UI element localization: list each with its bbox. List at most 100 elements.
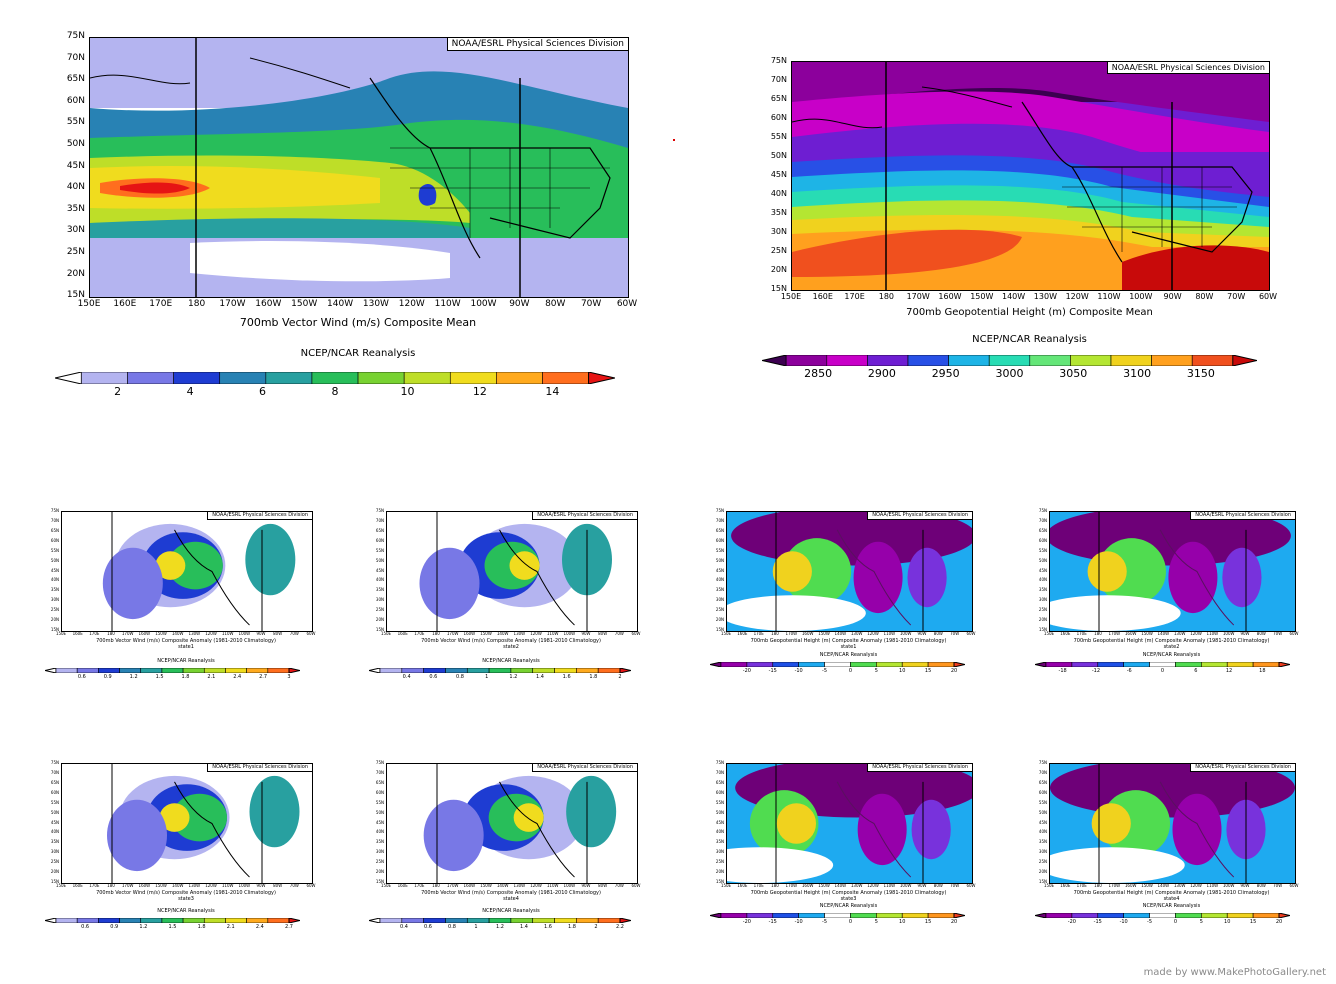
lat-tick-label: 70N [375,517,384,523]
colorbar-tick-label: 2.7 [259,674,268,680]
anomaly-colorbar: 0.6 0.9 1.2 1.5 1.8 2.1 2.4 2.7 3 [45,668,300,680]
colorbar-tick-label: 1.4 [520,924,528,930]
colorbar-tick-label: 2.4 [233,674,242,680]
lat-tick-label: 50N [375,557,384,563]
lat-tick-label: 15N [375,879,384,884]
colorbar-swatch [824,662,851,667]
lon-tick-label: 80W [1256,631,1266,636]
lon-tick-label: 70W [289,883,299,888]
lon-tick-label: 150W [155,883,167,888]
lat-tick-label: 55N [66,117,85,128]
colorbar-swatch [720,913,748,918]
credit-label: NOAA/ESRL Physical Sciences Division [532,512,637,520]
wind-mean-map: NOAA/ESRL Physical Sciences Division [89,37,629,298]
colorbar-swatches [55,372,615,384]
lon-tick-label: 130W [1033,292,1057,301]
lon-tick-label: 60W [616,299,638,309]
lon-tick-label: 120W [1190,883,1202,888]
lon-tick-label: 60W [306,883,316,888]
lon-tick-label: 100W [238,883,251,888]
colorbar-tick-label: -20 [1067,919,1076,925]
lat-tick-label: 35N [1038,839,1047,845]
colorbar-swatches [45,918,300,923]
colorbar-swatch [746,662,774,667]
colorbar-swatch [746,913,774,918]
colorbar-tick-label: 2.2 [616,924,624,930]
colorbar-tick-label: 0 [848,919,853,925]
state-label: state1 [840,644,857,650]
anomaly-field [1050,764,1295,883]
colorbar-swatch [1097,913,1124,918]
colorbar-tick-label: 1.8 [197,924,206,930]
lon-tick-label: 120W [1065,292,1089,301]
lat-tick-label: 55N [375,799,384,805]
lon-tick-label: 180 [1094,631,1102,636]
lat-tick-label: 45N [66,160,85,171]
lon-tick-label: 110W [221,883,234,888]
lon-tick-label: 150W [970,292,994,301]
colorbar-swatch [1071,662,1099,667]
lon-tick-label: 110W [1206,631,1219,636]
lon-tick-label: 160W [463,631,476,636]
lon-tick-label: 150E [720,883,732,888]
lat-tick-label: 60N [50,537,59,543]
lon-tick-label: 70W [950,631,960,636]
state-label: state3 [840,896,857,902]
wind-mean-field [90,38,628,297]
lon-tick-label: 160E [113,299,137,309]
colorbar-swatch [449,372,497,384]
lat-tick-label: 40N [50,577,59,583]
lon-tick-label: 120W [398,299,425,309]
lon-tick-label: 130W [188,883,201,888]
lat-tick-label: 60N [715,537,724,543]
colorbar-swatch [119,918,142,923]
credit-label: NOAA/ESRL Physical Sciences Division [207,764,312,772]
colorbar-swatch [379,918,403,923]
colorbar-arrow-left [1035,662,1047,667]
anomaly-caption: 700mb Vector Wind (m/s) Composite Anomal… [96,890,276,896]
lat-tick-label: 75N [375,760,384,765]
anomaly-caption: 700mb Geopotential Height (m) Composite … [750,890,947,896]
lon-tick-label: 80W [1195,292,1214,301]
colorbar-swatch [466,918,490,923]
anomaly-caption: 700mb Vector Wind (m/s) Composite Anomal… [421,890,601,896]
lon-tick-label: 140W [327,299,354,309]
colorbar-swatch [203,668,226,673]
anomaly-map: NOAA/ESRL Physical Sciences Division [1049,511,1296,632]
colorbar-swatch [423,918,446,923]
anomaly-map: NOAA/ESRL Physical Sciences Division [386,763,638,884]
lon-tick-label: 180 [107,631,115,636]
lat-tick-label: 65N [375,527,384,533]
colorbar-swatch [554,668,577,673]
colorbar-tick-label: 0.8 [456,674,464,680]
state-label: state1 [178,644,194,650]
lat-tick-label: 75N [1038,508,1047,513]
colorbar-tick-label: 1.2 [139,924,148,930]
lat-tick-label: 25N [770,245,787,255]
colorbar-swatch [173,372,221,384]
anomaly-map: NOAA/ESRL Physical Sciences Division [61,763,313,884]
lon-tick-label: 130W [513,631,526,636]
lon-tick-label: 120W [205,631,217,636]
lon-tick-label: 160E [1060,631,1071,636]
lon-tick-label: 140W [496,883,509,888]
lon-tick-label: 100W [470,299,497,309]
lat-tick-label: 40N [375,829,384,835]
colorbar-swatch [576,918,599,923]
lon-tick-label: 160W [801,631,814,636]
colorbar-swatches [369,668,631,673]
colorbar-arrow-right [953,913,965,918]
lon-tick-label: 150E [380,883,392,888]
colorbar-tick-label: 1.6 [544,924,552,930]
lon-tick-label: 60W [1289,631,1299,636]
lat-tick-label: 30N [715,849,724,855]
lat-tick-label: 60N [50,789,59,795]
lat-tick-label: 15N [66,290,85,301]
colorbar-swatch [532,668,555,673]
colorbar-swatch [225,668,247,673]
lat-tick-label: 30N [66,225,85,236]
lat-tick-label: 25N [50,607,59,613]
colorbar-tick-label: 0.4 [400,924,408,930]
lon-tick-label: 150W [818,631,830,636]
lon-tick-label: 180 [878,292,895,301]
